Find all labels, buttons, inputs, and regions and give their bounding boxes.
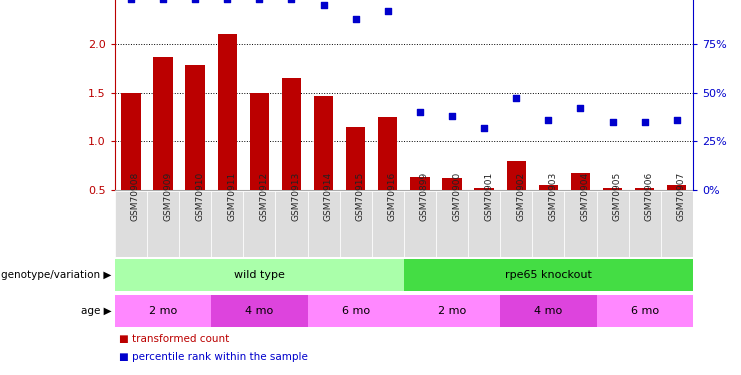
Point [382, 8, 393, 14]
Point [446, 113, 458, 119]
Text: 6 mo: 6 mo [631, 306, 659, 316]
Bar [185, 65, 205, 190]
Text: ■ transformed count: ■ transformed count [119, 334, 229, 344]
Text: GSM70916: GSM70916 [388, 171, 396, 221]
Text: 2 mo: 2 mo [438, 306, 466, 316]
Text: GSM70903: GSM70903 [548, 171, 557, 221]
Text: GSM70902: GSM70902 [516, 171, 525, 220]
Bar [372, 191, 404, 256]
Text: GSM70909: GSM70909 [163, 171, 172, 221]
Bar [250, 93, 269, 190]
Text: GSM70914: GSM70914 [324, 171, 333, 220]
Bar [539, 185, 558, 190]
Point [607, 119, 619, 125]
Text: genotype/variation ▶: genotype/variation ▶ [1, 270, 111, 280]
Point [285, 0, 297, 2]
Point [478, 125, 490, 131]
Bar [282, 78, 301, 190]
Bar [243, 191, 276, 256]
Bar [153, 57, 173, 190]
Point [671, 117, 682, 123]
Bar [603, 188, 622, 190]
Text: rpe65 knockout: rpe65 knockout [505, 270, 592, 280]
Bar [628, 191, 661, 256]
Bar [635, 188, 654, 190]
Bar [314, 96, 333, 190]
Bar [339, 191, 372, 256]
Text: GSM70906: GSM70906 [645, 171, 654, 221]
Bar [276, 191, 308, 256]
Text: GSM70908: GSM70908 [131, 171, 140, 221]
Point [574, 105, 586, 111]
Bar [597, 191, 628, 256]
Bar [346, 127, 365, 190]
Point [318, 2, 330, 8]
Point [414, 109, 426, 115]
Bar [468, 191, 500, 256]
Bar [211, 296, 308, 327]
Bar [565, 191, 597, 256]
Bar [404, 191, 436, 256]
Point [639, 119, 651, 125]
Bar [308, 191, 339, 256]
Bar [436, 191, 468, 256]
Bar [507, 161, 526, 190]
Text: GSM70911: GSM70911 [227, 171, 236, 221]
Text: 4 mo: 4 mo [534, 306, 562, 316]
Text: ■ percentile rank within the sample: ■ percentile rank within the sample [119, 352, 308, 363]
Bar [404, 259, 693, 291]
Bar [661, 191, 693, 256]
Bar [597, 296, 693, 327]
Point [511, 96, 522, 102]
Bar [115, 259, 404, 291]
Text: 6 mo: 6 mo [342, 306, 370, 316]
Text: GSM70900: GSM70900 [452, 171, 461, 221]
Text: GSM70913: GSM70913 [291, 171, 300, 221]
Bar [115, 191, 147, 256]
Bar [442, 178, 462, 190]
Text: 2 mo: 2 mo [149, 306, 177, 316]
Text: GSM70915: GSM70915 [356, 171, 365, 221]
Bar [571, 172, 590, 190]
Point [542, 117, 554, 123]
Text: GSM70912: GSM70912 [259, 171, 268, 220]
Point [189, 0, 201, 2]
Bar [218, 34, 237, 190]
Text: GSM70910: GSM70910 [195, 171, 204, 221]
Text: age ▶: age ▶ [81, 306, 111, 316]
Point [125, 0, 137, 2]
Bar [474, 188, 494, 190]
Bar [378, 117, 397, 190]
Text: 4 mo: 4 mo [245, 306, 273, 316]
Text: GSM70905: GSM70905 [613, 171, 622, 221]
Bar [532, 191, 565, 256]
Point [253, 0, 265, 2]
Text: GSM70904: GSM70904 [580, 171, 589, 220]
Point [157, 0, 169, 2]
Bar [500, 296, 597, 327]
Bar [411, 177, 430, 190]
Bar [404, 296, 500, 327]
Text: GSM70907: GSM70907 [677, 171, 685, 221]
Text: GSM70901: GSM70901 [484, 171, 493, 221]
Bar [308, 296, 404, 327]
Bar [667, 185, 686, 190]
Bar [115, 296, 211, 327]
Bar [500, 191, 532, 256]
Bar [147, 191, 179, 256]
Point [222, 0, 233, 2]
Bar [179, 191, 211, 256]
Text: GSM70899: GSM70899 [420, 171, 429, 221]
Point [350, 15, 362, 21]
Bar [211, 191, 243, 256]
Bar [122, 93, 141, 190]
Text: wild type: wild type [234, 270, 285, 280]
